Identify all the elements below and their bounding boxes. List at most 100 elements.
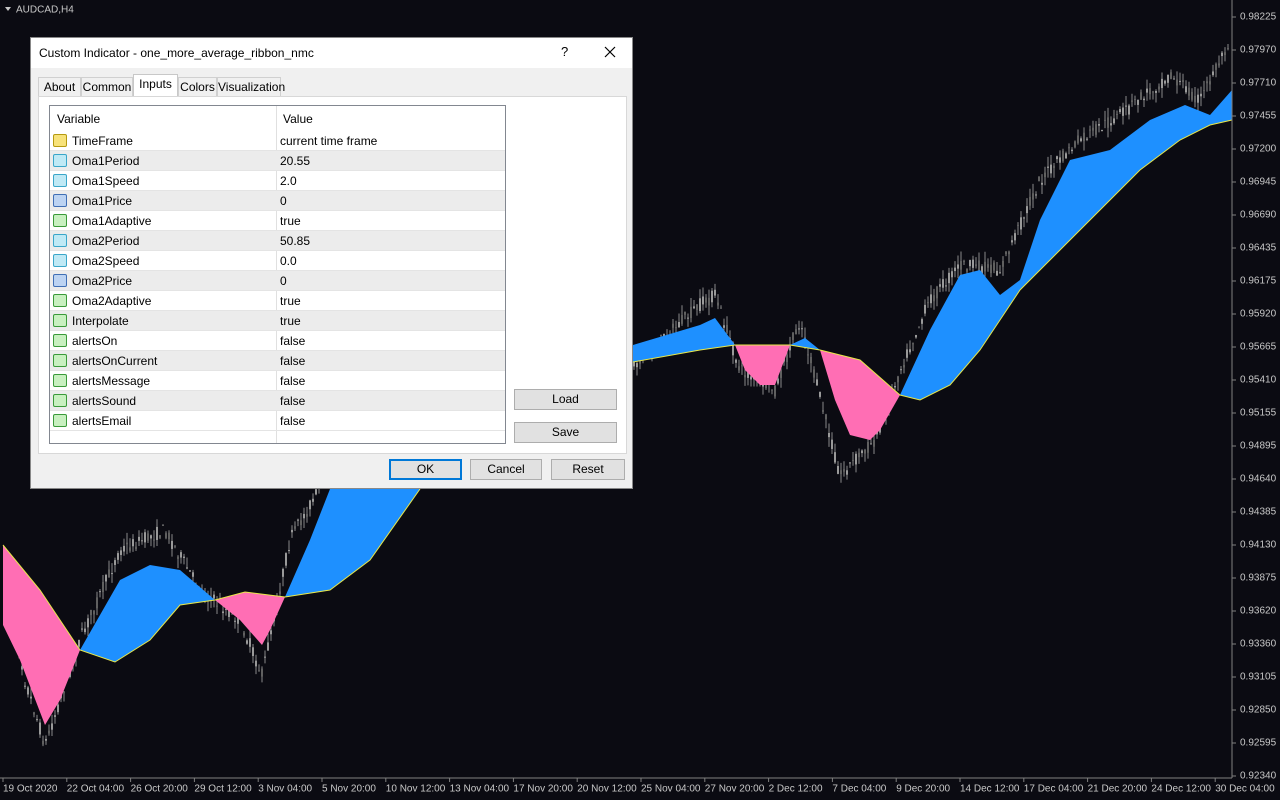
candle-body [831, 439, 833, 449]
candle-body [834, 452, 836, 463]
candle-body [36, 719, 38, 721]
variable-value[interactable]: 2.0 [280, 174, 297, 188]
table-row[interactable]: alertsEmail false [50, 411, 505, 431]
tab[interactable]: Visualization [217, 77, 285, 96]
ribbon-line [2, 488, 421, 663]
type-icon [53, 194, 67, 207]
help-button[interactable]: ? [561, 44, 569, 59]
candle-body [981, 266, 983, 274]
candle-body [300, 520, 302, 526]
table-row[interactable]: Oma2Period 50.85 [50, 231, 505, 251]
load-button[interactable]: Load [514, 389, 617, 410]
candle-body [963, 261, 965, 263]
variable-value[interactable]: 0 [280, 274, 287, 288]
candle-body [942, 279, 944, 288]
candle-body [861, 450, 863, 454]
candle-body [1164, 80, 1166, 84]
table-row[interactable]: Oma1Price 0 [50, 191, 505, 211]
save-button[interactable]: Save [514, 422, 617, 443]
variable-value[interactable]: 50.85 [280, 234, 311, 248]
table-row[interactable]: alertsOn false [50, 331, 505, 351]
table-row[interactable]: Interpolate true [50, 311, 505, 331]
candle-body [153, 539, 155, 541]
variable-name: Oma1Period [72, 154, 140, 168]
candle-body [1023, 217, 1025, 219]
tab[interactable]: Inputs [133, 74, 178, 97]
variable-value[interactable]: true [280, 294, 301, 308]
ok-button[interactable]: OK [389, 459, 462, 480]
axes: 0.98225 0.97970 0.97710 0.97455 0.97200 0.969… [2, 12, 1277, 795]
type-icon [53, 214, 67, 227]
price-label: 0.92850 [1240, 705, 1277, 716]
candle-body [1200, 93, 1202, 97]
price-label: 0.98225 [1240, 12, 1277, 23]
candle-body [1224, 52, 1226, 56]
candle-body [843, 469, 845, 472]
candle-body [636, 363, 638, 368]
candle-body [129, 547, 131, 551]
candle-body [1032, 193, 1034, 200]
candle-body [1227, 48, 1229, 50]
table-row[interactable]: Oma1Adaptive true [50, 211, 505, 231]
type-icon [53, 134, 67, 147]
tab[interactable]: Common [81, 77, 133, 96]
cancel-button[interactable]: Cancel [470, 459, 542, 480]
variable-value[interactable]: 20.55 [280, 154, 311, 168]
candle-body [42, 740, 44, 745]
candle-body [186, 567, 188, 569]
candle-body [1176, 79, 1178, 86]
variable-value[interactable]: 0.0 [280, 254, 297, 268]
table-row[interactable]: alertsSound false [50, 391, 505, 411]
candle-body [1113, 118, 1115, 124]
candle-body [138, 536, 140, 541]
candle-body [1080, 138, 1082, 142]
candle-body [939, 284, 941, 287]
candle-body [1143, 98, 1145, 101]
candle-body [1218, 63, 1220, 66]
variable-value[interactable]: true [280, 214, 301, 228]
reset-button[interactable]: Reset [551, 459, 625, 480]
ribbon-area [820, 350, 900, 440]
candle-body [102, 581, 104, 593]
candle-body [87, 618, 89, 628]
table-row[interactable]: Oma2Speed 0.0 [50, 251, 505, 271]
variable-value[interactable]: false [280, 374, 306, 388]
table-row[interactable]: Oma1Period 20.55 [50, 151, 505, 171]
variable-value[interactable]: false [280, 354, 306, 368]
table-row[interactable]: Oma1Speed 2.0 [50, 171, 505, 191]
tab[interactable]: Colors [178, 77, 217, 96]
symbol-arrow[interactable] [5, 7, 11, 11]
close-button[interactable] [604, 46, 616, 58]
candle-body [1056, 156, 1058, 160]
candle-body [1215, 63, 1217, 70]
variable-value[interactable]: false [280, 414, 306, 428]
title-bar: Custom Indicator - one_more_average_ribb… [31, 38, 632, 68]
candle-body [1191, 91, 1193, 100]
variable-value[interactable]: true [280, 314, 301, 328]
variable-value[interactable]: current time frame [280, 134, 378, 148]
time-label: 7 Dec 04:00 [832, 784, 886, 795]
candle-body [294, 526, 296, 529]
candle-body [849, 462, 851, 464]
candle-body [48, 730, 50, 734]
table-row[interactable]: alertsOnCurrent false [50, 351, 505, 371]
candle-body [114, 560, 116, 565]
variable-name: alertsMessage [72, 374, 151, 388]
candle-body [726, 324, 728, 333]
type-icon [53, 314, 67, 327]
ribbon-area [790, 338, 820, 350]
price-label: 0.96690 [1240, 210, 1277, 221]
variable-value[interactable]: 0 [280, 194, 287, 208]
candle-body [1041, 182, 1043, 185]
candle-body [81, 628, 83, 630]
variable-value[interactable]: false [280, 334, 306, 348]
table-row[interactable]: Oma2Adaptive true [50, 291, 505, 311]
tab[interactable]: About [38, 77, 81, 96]
table-row[interactable]: TimeFrame current time frame [50, 131, 505, 151]
candle-body [906, 349, 908, 358]
table-row[interactable]: alertsMessage false [50, 371, 505, 391]
variable-value[interactable]: false [280, 394, 306, 408]
table-row[interactable]: Oma2Price 0 [50, 271, 505, 291]
candle-body [1071, 149, 1073, 152]
candle-body [807, 354, 809, 356]
